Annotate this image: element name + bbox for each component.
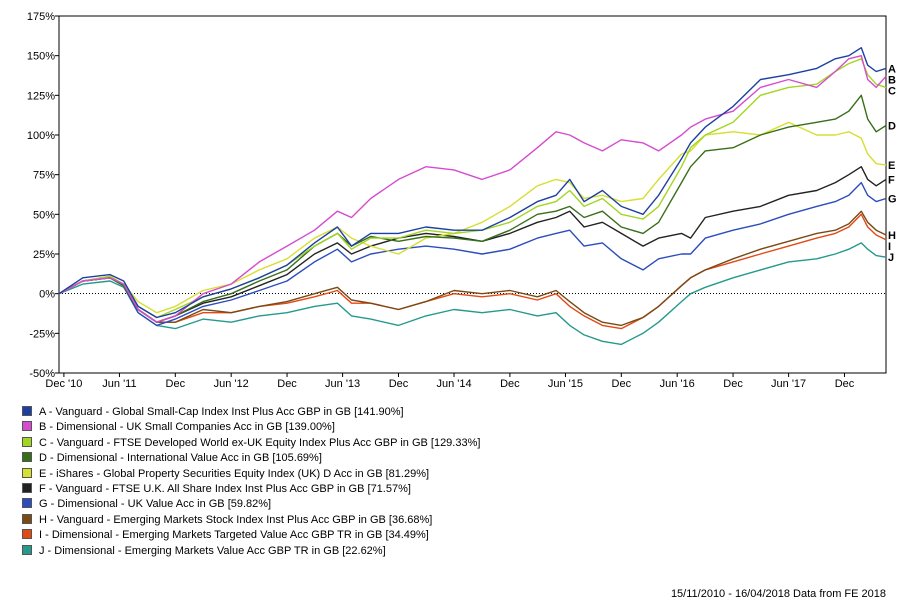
legend-item-j: J - Dimensional - Emerging Markets Value… [22,544,480,559]
y-tick-label: 100% [27,130,55,142]
legend-swatch [22,436,32,447]
series-end-label-g: G [888,193,897,205]
legend-label: B - Dimensional - UK Small Companies Acc… [39,421,335,434]
x-tick-label: Jun '12 [214,378,249,390]
series-line-i [58,213,887,330]
legend-label: H - Vanguard - Emerging Markets Stock In… [39,513,433,526]
y-tick-label: 50% [33,209,55,221]
legend-swatch [22,452,32,463]
x-tick-label: Dec [277,378,297,390]
legend-label: A - Vanguard - Global Small-Cap Index In… [39,406,404,418]
y-tick-label: 25% [33,249,55,261]
series-end-label-c: C [888,85,896,97]
legend-item-h: H - Vanguard - Emerging Markets Stock In… [22,513,480,528]
legend-label: E - iShares - Global Property Securities… [39,467,430,480]
legend-swatch [22,421,32,432]
legend-item-i: I - Dimensional - Emerging Markets Targe… [22,528,480,543]
series-end-label-h: H [888,230,896,242]
x-tick-label: Dec [723,378,743,390]
x-tick-label: Dec [500,378,520,390]
legend-item-f: F - Vanguard - FTSE U.K. All Share Index… [22,482,480,497]
y-tick-label: 175% [27,11,55,23]
x-tick-label: Jun '11 [102,378,136,390]
series-end-label-i: I [888,241,891,253]
y-tick-label: 150% [27,51,55,63]
series-line-a [58,47,887,319]
legend-item-b: B - Dimensional - UK Small Companies Acc… [22,420,480,435]
x-tick-label: Jun '13 [325,378,360,390]
series-end-label-b: B [888,74,896,86]
legend: A - Vanguard - Global Small-Cap Index In… [22,405,480,559]
x-tick-label: Dec [835,378,855,390]
series-line-f [58,165,887,323]
legend-swatch [22,406,32,416]
legend-swatch [22,467,32,478]
legend-swatch [22,482,32,493]
end-labels: ABC D EFG HIJ [888,63,897,264]
plot-area-border [58,15,887,374]
legend-label: F - Vanguard - FTSE U.K. All Share Index… [39,482,411,495]
series-line-e [58,121,887,314]
series-end-label-a: A [888,63,896,75]
x-axis: Dec '10 Jun '11 Dec Jun '12 Dec Jun '13 Dec Jun… [45,373,855,390]
legend-item-c: C - Vanguard - FTSE Developed World ex-U… [22,436,480,451]
series-end-label-f: F [888,174,895,186]
legend-swatch [22,513,32,524]
y-tick-label: -50% [29,368,55,380]
legend-swatch [22,544,32,555]
y-tick-label: -25% [29,328,55,340]
legend-label: G - Dimensional - UK Value Acc in GB [59… [39,498,272,511]
series-line-g [58,181,887,327]
legend-label: I - Dimensional - Emerging Markets Targe… [39,529,429,542]
series-line-b [58,55,887,323]
series-line-j [58,242,887,346]
legend-item-d: D - Dimensional - International Value Ac… [22,451,480,466]
series-end-label-e: E [888,160,895,172]
y-tick-label: 0% [39,289,55,301]
legend-swatch [22,529,32,540]
x-tick-label: Dec [166,378,186,390]
series-line-d [58,94,887,323]
series-line-h [58,210,887,327]
date-range-source-footer: 15/11/2010 - 16/04/2018 Data from FE 201… [670,588,886,600]
legend-item-a: A - Vanguard - Global Small-Cap Index In… [22,405,480,420]
y-axis: -50% -25% 0% 25% 50% 75% 100% 125% 150% 175% [27,11,59,380]
chart-canvas: -50% -25% 0% 25% 50% 75% 100% 125% 150% 175% Dec … [27,11,897,390]
legend-label: C - Vanguard - FTSE Developed World ex-U… [39,436,481,449]
y-tick-label: 75% [33,170,55,182]
legend-label: D - Dimensional - International Value Ac… [39,452,322,465]
legend-label: J - Dimensional - Emerging Markets Value… [39,544,386,557]
x-tick-label: Jun '16 [660,378,695,390]
x-tick-label: Jun '17 [771,378,806,390]
x-tick-label: Dec [612,378,632,390]
legend-swatch [22,498,32,509]
x-tick-label: Dec '10 [45,378,82,390]
x-tick-label: Dec [389,378,409,390]
legend-item-g: G - Dimensional - UK Value Acc in GB [59… [22,497,480,512]
x-tick-label: Jun '15 [548,378,583,390]
legend-item-e: E - iShares - Global Property Securities… [22,467,480,482]
series-end-label-j: J [888,252,894,264]
x-tick-label: Jun '14 [436,378,471,390]
series-end-label-d: D [888,120,896,132]
series-lines [58,47,887,346]
y-tick-label: 125% [27,90,55,102]
